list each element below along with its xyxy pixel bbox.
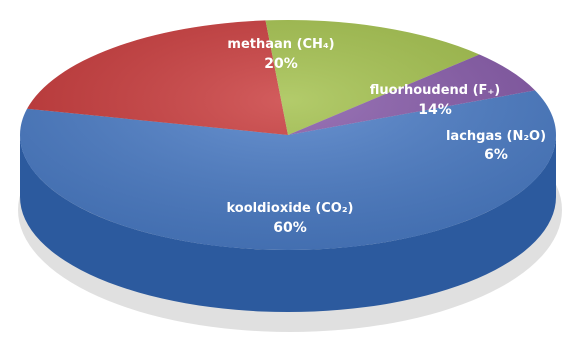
slice-label-n2o-name: lachgas (N₂O) bbox=[446, 129, 546, 144]
slice-label-ch4: methaan (CH₄) 20% bbox=[227, 37, 334, 72]
slice-label-ch4-value: 20% bbox=[264, 56, 298, 72]
slice-label-f-value: 14% bbox=[418, 102, 452, 118]
pie-sides bbox=[20, 135, 556, 312]
slice-side-co2 bbox=[20, 135, 556, 312]
slice-label-f-name: fluorhoudend (F₊) bbox=[370, 83, 501, 98]
slice-label-n2o: lachgas (N₂O) 6% bbox=[446, 129, 546, 163]
slice-label-co2-value: 60% bbox=[273, 220, 307, 236]
slice-label-n2o-value: 6% bbox=[484, 147, 508, 163]
slice-label-co2-name: kooldioxide (CO₂) bbox=[227, 201, 354, 216]
slice-label-f: fluorhoudend (F₊) 14% bbox=[370, 83, 501, 118]
slice-label-co2: kooldioxide (CO₂) 60% bbox=[227, 201, 354, 236]
slice-label-ch4-name: methaan (CH₄) bbox=[227, 37, 334, 52]
